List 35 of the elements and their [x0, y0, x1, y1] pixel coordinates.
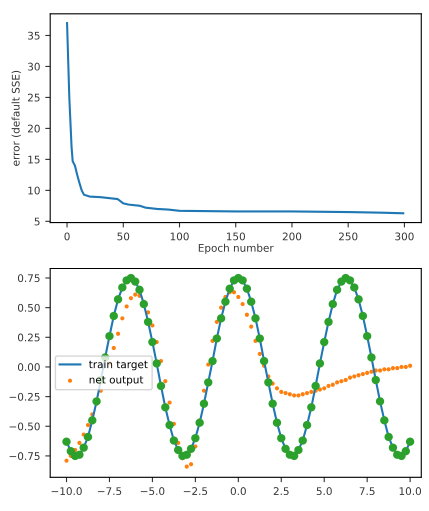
x-tick-label: 0 [64, 232, 70, 240]
x-tick-label: −7.5 [98, 487, 122, 496]
x-tick-label: 2.5 [274, 487, 289, 496]
x-tick-label: 250 [339, 232, 358, 240]
x-tick-label: −2.5 [184, 487, 208, 496]
x-tick-label: 7.5 [360, 487, 375, 496]
y-tick-label: −0.50 [10, 422, 40, 430]
y-tick-label: 0.00 [18, 363, 40, 372]
x-tick-label: 0.0 [230, 487, 246, 496]
x-tick-label: −5.0 [140, 487, 164, 496]
y-tick-label: 0.50 [18, 304, 40, 312]
y-axis-title: error (default SSE) [12, 70, 21, 166]
y-tick-label: 5 [34, 218, 40, 226]
x-tick-label: 200 [282, 232, 302, 240]
x-tick-label: 150 [226, 232, 245, 240]
y-tick-label: 10 [28, 186, 40, 194]
x-tick-label: 50 [117, 232, 130, 240]
line-series [66, 22, 404, 214]
y-tick-label: 0.25 [18, 334, 40, 342]
x-tick-label: 5.0 [316, 487, 332, 496]
y-tick-label: −0.75 [10, 452, 40, 460]
y-tick-label: 35 [28, 32, 40, 40]
legend-label: train target [89, 360, 148, 370]
y-tick-label: 0.75 [18, 274, 40, 282]
y-tick-label: 25 [28, 94, 40, 102]
x-axis-title: Epoch number [198, 244, 274, 254]
y-tick-label: 20 [28, 124, 40, 133]
x-tick-label: 10.0 [400, 487, 422, 496]
x-tick-label: 100 [170, 232, 189, 240]
x-tick-label: 300 [395, 232, 414, 240]
x-tick-label: −10.0 [52, 487, 82, 496]
legend-label: net output [90, 376, 144, 386]
y-tick-label: −0.25 [10, 392, 40, 401]
y-tick-label: 30 [28, 62, 40, 71]
y-tick-label: 15 [28, 156, 40, 164]
